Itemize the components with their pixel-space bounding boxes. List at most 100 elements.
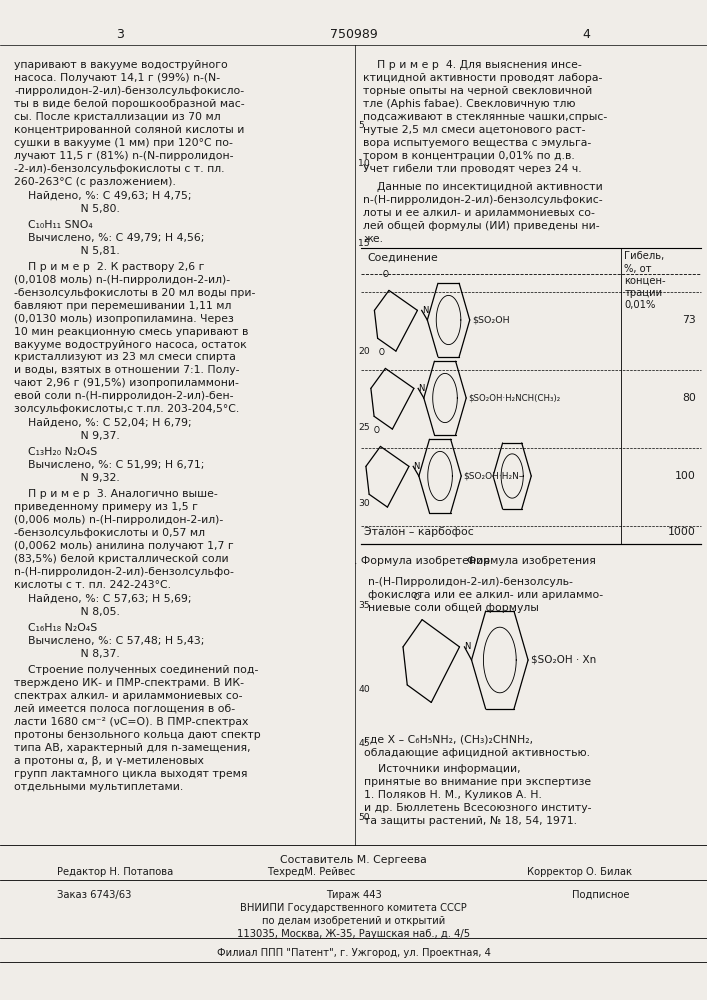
Text: Редактор Н. Потапова: Редактор Н. Потапова [57,867,173,877]
Text: ТехредМ. Рейвес: ТехредМ. Рейвес [267,867,355,877]
Text: 15: 15 [358,238,370,247]
Text: (0,0130 моль) изопропиламина. Через: (0,0130 моль) изопропиламина. Через [14,314,234,324]
Text: O: O [374,426,380,435]
Text: вора испытуемого вещества с эмульга-: вора испытуемого вещества с эмульга- [363,138,592,148]
Text: типа AB, характерный для n-замещения,: типа AB, характерный для n-замещения, [14,743,251,753]
Text: приведенному примеру из 1,5 г: приведенному примеру из 1,5 г [14,502,198,512]
Text: тверждено ИК- и ПМР-спектрами. В ИК-: тверждено ИК- и ПМР-спектрами. В ИК- [14,678,244,688]
Text: золсульфокислоты,с т.пл. 203-204,5°C.: золсульфокислоты,с т.пл. 203-204,5°C. [14,404,240,414]
Text: Соединение: Соединение [368,253,438,263]
Text: $SO₂OH·H₂N–: $SO₂OH·H₂N– [463,472,524,481]
Text: 10 мин реакционную смесь упаривают в: 10 мин реакционную смесь упаривают в [14,327,249,337]
Text: N 9,37.: N 9,37. [14,431,120,441]
Text: (0,0062 моль) анилина получают 1,7 г: (0,0062 моль) анилина получают 1,7 г [14,541,234,551]
Text: ты в виде белой порошкообразной мас-: ты в виде белой порошкообразной мас- [14,99,245,109]
Text: Учет гибели тли проводят через 24 ч.: Учет гибели тли проводят через 24 ч. [363,164,582,174]
Text: N 5,81.: N 5,81. [14,246,120,256]
Text: N 5,80.: N 5,80. [14,204,120,214]
Text: Филиал ППП "Патент", г. Ужгород, ул. Проектная, 4: Филиал ППП "Патент", г. Ужгород, ул. Про… [216,948,491,958]
Text: обладающие афицидной активностью.: обладающие афицидной активностью. [364,748,590,758]
Text: 30: 30 [358,498,370,508]
Text: -бензолсульфокислоты и 0,57 мл: -бензолсульфокислоты и 0,57 мл [14,528,205,538]
Text: принятые во внимание при экспертизе: принятые во внимание при экспертизе [364,777,591,787]
Text: $SO₂OH · Xn: $SO₂OH · Xn [531,655,596,665]
Text: 5: 5 [358,120,364,129]
Text: $SO₂OH: $SO₂OH [472,316,510,324]
Text: Вычислено, %: C 57,48; H 5,43;: Вычислено, %: C 57,48; H 5,43; [14,636,204,646]
Text: Данные по инсектицидной активности: Данные по инсектицидной активности [363,182,603,192]
Text: Эталон – карбофос: Эталон – карбофос [364,527,474,537]
Text: Тираж 443: Тираж 443 [326,890,381,900]
Text: n-(Н-пирролидон-2-ил)-бензолсульфо-: n-(Н-пирролидон-2-ил)-бензолсульфо- [14,567,234,577]
Text: C₁₀H₁₁ SNO₄: C₁₀H₁₁ SNO₄ [14,220,93,230]
Text: 40: 40 [358,686,370,694]
Text: 80: 80 [682,393,696,403]
Text: а протоны α, β, и γ-метиленовых: а протоны α, β, и γ-метиленовых [14,756,204,766]
Text: O: O [379,348,385,357]
Text: (0,006 моль) n-(Н-пирролидон-2-ил)-: (0,006 моль) n-(Н-пирролидон-2-ил)- [14,515,223,525]
Text: (83,5%) белой кристаллической соли: (83,5%) белой кристаллической соли [14,554,229,564]
Text: вакууме водоструйного насоса, остаток: вакууме водоструйного насоса, остаток [14,340,247,350]
Text: концентрированной соляной кислоты и: концентрированной соляной кислоты и [14,125,245,135]
Text: групп лактамного цикла выходят тремя: групп лактамного цикла выходят тремя [14,769,247,779]
Text: N: N [464,642,470,651]
Text: 20: 20 [358,348,370,357]
Text: Гибель,: Гибель, [624,251,665,261]
Text: O: O [414,593,420,602]
Text: Строение полученных соединений под-: Строение полученных соединений под- [14,665,259,675]
Text: концен-: концен- [624,276,666,286]
Text: 0,01%: 0,01% [624,300,655,310]
Text: Найдено, %: C 52,04; H 6,79;: Найдено, %: C 52,04; H 6,79; [14,418,192,428]
Text: та защиты растений, № 18, 54, 1971.: та защиты растений, № 18, 54, 1971. [364,816,577,826]
Text: n-(Н-Пирролидон-2-ил)-бензолсуль-: n-(Н-Пирролидон-2-ил)-бензолсуль- [368,577,573,587]
Text: П р и м е р  3. Аналогично выше-: П р и м е р 3. Аналогично выше- [14,489,218,499]
Text: 1. Поляков Н. М., Куликов А. Н.: 1. Поляков Н. М., Куликов А. Н. [364,790,542,800]
Text: 10: 10 [358,159,370,168]
Text: 100: 100 [674,471,696,481]
Text: же.: же. [363,234,383,244]
Text: кристаллизуют из 23 мл смеси спирта: кристаллизуют из 23 мл смеси спирта [14,352,236,362]
Text: (0,0108 моль) n-(Н-пирролидон-2-ил)-: (0,0108 моль) n-(Н-пирролидон-2-ил)- [14,275,230,285]
Text: кислоты с т. пл. 242-243°C.: кислоты с т. пл. 242-243°C. [14,580,171,590]
Text: лоты и ее алкил- и ариламмониевых со-: лоты и ее алкил- и ариламмониевых со- [363,208,595,218]
Text: 45: 45 [358,740,370,748]
Text: чают 2,96 г (91,5%) изопропиламмони-: чают 2,96 г (91,5%) изопропиламмони- [14,378,239,388]
Text: Вычислено, %: C 51,99; H 6,71;: Вычислено, %: C 51,99; H 6,71; [14,460,204,470]
Text: по делам изобретений и открытий: по делам изобретений и открытий [262,916,445,926]
Text: Заказ 6743/63: Заказ 6743/63 [57,890,131,900]
Text: -бензолсульфокислоты в 20 мл воды при-: -бензолсульфокислоты в 20 мл воды при- [14,288,255,298]
Text: П р и м е р  2. К раствору 2,6 г: П р и м е р 2. К раствору 2,6 г [14,262,204,272]
Text: Формула изобретения: Формула изобретения [467,556,595,566]
Text: ВНИИПИ Государственного комитета СССР: ВНИИПИ Государственного комитета СССР [240,903,467,913]
Text: 113035, Москва, Ж-35, Раушская наб., д. 4/5: 113035, Москва, Ж-35, Раушская наб., д. … [237,929,470,939]
Text: сы. После кристаллизации из 70 мл: сы. После кристаллизации из 70 мл [14,112,221,122]
Text: N 8,37.: N 8,37. [14,649,120,659]
Text: -пирролидон-2-ил)-бензолсульфокисло-: -пирролидон-2-ил)-бензолсульфокисло- [14,86,244,96]
Text: 3: 3 [116,28,124,41]
Text: . Формула изобретения: . Формула изобретения [354,556,489,566]
Text: Вычислено, %: C 49,79; H 4,56;: Вычислено, %: C 49,79; H 4,56; [14,233,204,243]
Text: отдельными мультиплетами.: отдельными мультиплетами. [14,782,183,792]
Text: N 8,05.: N 8,05. [14,607,120,617]
Text: 750989: 750989 [329,28,378,41]
Text: евой соли n-(Н-пирролидон-2-ил)-бен-: евой соли n-(Н-пирролидон-2-ил)-бен- [14,391,233,401]
Text: насоса. Получают 14,1 г (99%) n-(N-: насоса. Получают 14,1 г (99%) n-(N- [14,73,221,83]
Text: Найдено, %: C 57,63; H 5,69;: Найдено, %: C 57,63; H 5,69; [14,594,192,604]
Text: лей общей формулы (ИИ) приведены ни-: лей общей формулы (ИИ) приведены ни- [363,221,600,231]
Text: лучают 11,5 г (81%) n-(N-пирролидон-: лучают 11,5 г (81%) n-(N-пирролидон- [14,151,233,161]
Text: 73: 73 [682,315,696,325]
Text: и воды, взятых в отношении 7:1. Полу-: и воды, взятых в отношении 7:1. Полу- [14,365,240,375]
Text: $SO₂OH·H₂NCH(CH₃)₂: $SO₂OH·H₂NCH(CH₃)₂ [468,393,561,402]
Text: нутые 2,5 мл смеси ацетонового раст-: нутые 2,5 мл смеси ацетонового раст- [363,125,586,135]
Text: Подписное: Подписное [572,890,630,900]
Text: спектрах алкил- и ариламмониевых со-: спектрах алкил- и ариламмониевых со- [14,691,243,701]
Text: лей имеется полоса поглощения в об-: лей имеется полоса поглощения в об- [14,704,235,714]
Text: O: O [382,270,388,279]
Text: тле (Aphis fabae). Свекловичную тлю: тле (Aphis fabae). Свекловичную тлю [363,99,576,109]
Text: ктицидной активности проводят лабора-: ктицидной активности проводят лабора- [363,73,603,83]
Text: Найдено, %: C 49,63; H 4,75;: Найдено, %: C 49,63; H 4,75; [14,191,192,201]
Text: -2-ил)-бензолсульфокислоты с т. пл.: -2-ил)-бензолсульфокислоты с т. пл. [14,164,225,174]
Text: ниевые соли общей формулы: ниевые соли общей формулы [368,603,539,613]
Text: протоны бензольного кольца дают спектр: протоны бензольного кольца дают спектр [14,730,261,740]
Text: n-(Н-пирролидон-2-ил)-бензолсульфокис-: n-(Н-пирролидон-2-ил)-бензолсульфокис- [363,195,603,205]
